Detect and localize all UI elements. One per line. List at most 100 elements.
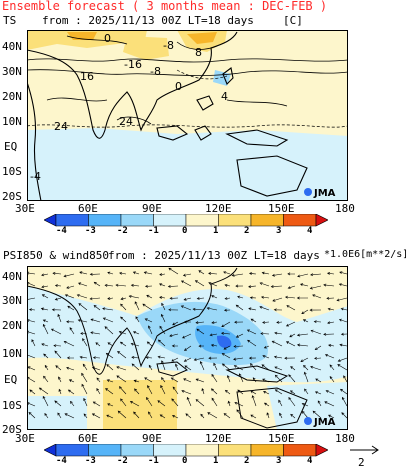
wind-vector [78, 303, 88, 311]
contour-label: -8 [150, 65, 161, 78]
colorbar-label: 0 [182, 456, 188, 466]
wind-vector [279, 412, 283, 419]
contour-label: -8 [163, 39, 174, 52]
wind-vector [209, 333, 218, 337]
wind-vector [193, 357, 205, 362]
wind-vector [288, 374, 296, 383]
wind-vector [147, 385, 153, 395]
wind-vector [168, 267, 179, 275]
wind-vector [234, 320, 244, 324]
lat-label: 20S [2, 190, 22, 203]
wind-vector [159, 325, 166, 335]
wind-vector [82, 363, 88, 371]
wind-vector [157, 355, 166, 359]
wind-vector [195, 399, 205, 407]
wind-vector [198, 344, 205, 348]
wind-vector [54, 400, 62, 407]
wind-vector [175, 363, 179, 371]
wind-vector [160, 313, 166, 323]
wind-vector [238, 373, 244, 383]
wind-vector [315, 378, 322, 383]
wind-vector [329, 364, 335, 371]
wind-vector [325, 390, 335, 395]
wind-vector [221, 321, 231, 327]
lon-label: 150E [268, 432, 295, 445]
wind-vector [227, 400, 231, 407]
wind-vector [133, 411, 140, 419]
wind-vector [340, 307, 348, 311]
top-map-frame [27, 30, 348, 201]
colorbar-label: 1 [213, 456, 219, 466]
wind-vector [312, 410, 322, 419]
jma-logo-text: JMA [313, 188, 336, 199]
wind-vector [83, 397, 88, 407]
lat-label: 30N [2, 294, 22, 307]
wind-vector [69, 327, 75, 335]
wind-vector [146, 396, 153, 407]
wind-vector [260, 295, 270, 299]
wind-vector [237, 389, 244, 395]
wind-vector [206, 307, 218, 311]
wind-vector [66, 366, 75, 371]
lon-label: 150E [268, 202, 295, 215]
wind-vector [195, 378, 205, 383]
wind-vector [27, 353, 36, 359]
wind-vector [339, 271, 348, 275]
wind-vector [159, 283, 166, 287]
cool-ocean-region [27, 128, 348, 201]
lon-label: 120E [205, 202, 232, 215]
wind-vector [250, 318, 257, 323]
lat-label: 10N [2, 115, 22, 128]
wind-vector [54, 284, 62, 288]
colorbar-cell [185, 444, 219, 457]
colorbar-cell [120, 214, 154, 227]
wind-vector [233, 365, 244, 371]
wind-vector [119, 341, 127, 347]
wind-vector [235, 333, 244, 338]
wind-vector [148, 325, 153, 335]
wind-vector [221, 353, 231, 359]
wind-vector [57, 313, 62, 323]
wind-vector [310, 273, 322, 277]
wind-vector [329, 375, 335, 383]
wind-vector [274, 331, 283, 335]
wind-vector [106, 414, 114, 419]
wind-vector [185, 413, 192, 419]
wind-vector [160, 384, 166, 395]
wind-vector [213, 362, 218, 371]
wind-vector [42, 319, 49, 323]
wind-vector [248, 285, 257, 289]
zero-contours [27, 69, 348, 128]
wind-vector [233, 344, 244, 348]
wind-vector [248, 272, 257, 275]
wind-vector [211, 295, 218, 299]
wind-vector [81, 372, 88, 383]
streamfunction-positive-region [103, 380, 177, 430]
wind-vector [248, 307, 257, 311]
wind-vector [338, 318, 348, 323]
wind-vector [246, 329, 257, 335]
wind-vector [41, 273, 49, 277]
wind-vector [285, 341, 296, 347]
jma-logo-icon [304, 188, 312, 196]
wind-vector [251, 395, 257, 407]
wind-vector [66, 320, 75, 324]
wind-vector [198, 270, 205, 275]
wind-vector [220, 331, 231, 335]
colorbar-cell [185, 214, 219, 227]
wind-vector [221, 363, 231, 371]
wind-vector [262, 378, 270, 383]
lat-label: 10S [2, 165, 22, 178]
wind-vector [263, 391, 270, 395]
wind-vector [105, 388, 114, 395]
wind-vector [296, 333, 309, 337]
wind-vector [131, 363, 140, 371]
colorbar-high-arrow [315, 214, 328, 227]
wind-vector [289, 333, 296, 338]
wind-vector [211, 321, 218, 324]
wind-vector [134, 301, 140, 311]
lon-label: 30E [15, 202, 35, 215]
contour-label: 8 [195, 46, 202, 59]
wind-vector [130, 283, 140, 287]
wind-vector [82, 338, 88, 347]
